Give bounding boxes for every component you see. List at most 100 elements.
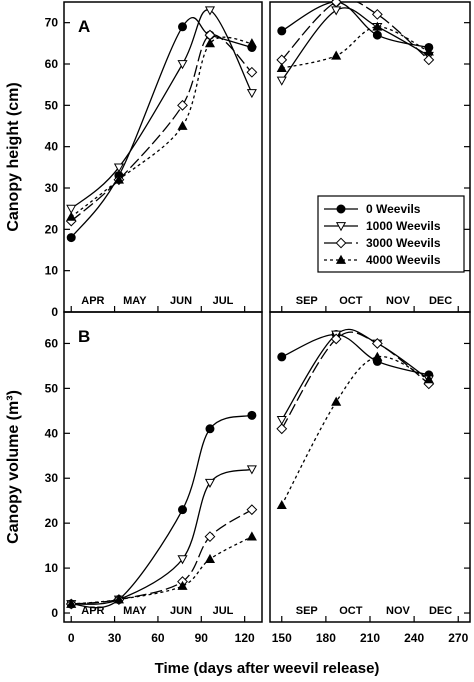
y-axis-label: Canopy volume (m³) xyxy=(5,390,22,544)
data-point xyxy=(177,580,188,590)
legend-label: 4000 Weevils xyxy=(366,253,441,267)
month-label: DEC xyxy=(429,295,452,307)
data-point xyxy=(205,424,215,434)
y-tick-label: 20 xyxy=(45,516,59,530)
data-point xyxy=(66,211,77,221)
data-point xyxy=(178,22,188,32)
data-point xyxy=(204,553,216,563)
series-line xyxy=(281,2,429,49)
series-line xyxy=(281,328,430,421)
data-point xyxy=(177,555,188,565)
x-tick-label: 210 xyxy=(360,631,380,645)
panel-a: 0 10 20 30 40 50 60 70 Canopy height (cm) A APR MAY… xyxy=(5,0,471,319)
data-point xyxy=(113,174,124,184)
x-tick-label: 90 xyxy=(195,631,209,645)
data-point xyxy=(423,374,434,384)
data-point xyxy=(331,6,342,16)
series-line xyxy=(281,355,430,506)
month-label: DEC xyxy=(429,605,452,617)
data-point xyxy=(246,38,257,48)
month-label: MAY xyxy=(123,605,147,617)
month-label: JUL xyxy=(213,295,234,307)
y-tick-label: 30 xyxy=(45,181,59,195)
series-line xyxy=(281,333,429,376)
legend-label: 0 Weevils xyxy=(366,202,421,216)
month-label: MAY xyxy=(123,295,147,307)
data-point xyxy=(330,0,342,8)
data-point xyxy=(246,66,258,78)
panel-letter: B xyxy=(78,327,90,346)
data-point xyxy=(246,504,258,516)
legend-marker xyxy=(335,254,347,264)
data-point xyxy=(177,99,188,111)
y-tick-label: 30 xyxy=(45,471,59,485)
panel-letter: A xyxy=(78,17,90,36)
month-label: OCT xyxy=(339,605,363,617)
month-label: NOV xyxy=(386,295,411,307)
x-tick-label: 30 xyxy=(108,631,122,645)
y-tick-label: 50 xyxy=(45,98,59,112)
month-label: OCT xyxy=(339,295,363,307)
y-tick-label: 60 xyxy=(45,336,59,350)
series-line xyxy=(71,536,253,605)
y-tick-label: 0 xyxy=(51,305,58,319)
series-line xyxy=(281,2,430,61)
y-tick-label: 40 xyxy=(45,426,59,440)
data-point xyxy=(177,120,188,130)
data-point xyxy=(372,21,383,31)
y-tick-label: 10 xyxy=(45,264,59,278)
x-tick-label: 150 xyxy=(272,631,292,645)
data-point xyxy=(331,396,342,406)
legend: 0 Weevils 1000 Weevils 3000 Weevils 4000 We… xyxy=(317,195,465,273)
series-line xyxy=(70,34,253,222)
data-point xyxy=(204,6,216,16)
month-label: JUN xyxy=(170,295,192,307)
month-label: SEP xyxy=(296,295,318,307)
data-point xyxy=(371,8,383,20)
legend-label: 3000 Weevils xyxy=(366,236,441,250)
data-point xyxy=(177,60,188,70)
month-label: JUL xyxy=(213,605,234,617)
month-label: NOV xyxy=(386,605,411,617)
data-point xyxy=(423,46,434,56)
data-point xyxy=(204,38,216,48)
data-point xyxy=(204,478,216,488)
data-point xyxy=(330,333,342,345)
data-point xyxy=(372,30,382,40)
data-point xyxy=(276,415,287,426)
data-point xyxy=(372,351,383,361)
month-label: JUN xyxy=(170,605,192,617)
legend-marker xyxy=(335,237,347,249)
x-tick-label: 240 xyxy=(404,631,424,645)
series-line xyxy=(281,331,430,430)
y-tick-label: 20 xyxy=(45,222,59,236)
data-point xyxy=(246,465,257,475)
data-point xyxy=(113,594,124,604)
series-line xyxy=(71,468,253,605)
series-line xyxy=(70,17,253,238)
data-point xyxy=(247,410,257,420)
data-point xyxy=(113,163,124,173)
data-point xyxy=(371,338,383,349)
y-tick-label: 50 xyxy=(45,381,59,395)
data-point xyxy=(246,531,257,541)
data-point xyxy=(277,26,287,36)
y-tick-label: 40 xyxy=(45,140,59,154)
data-point xyxy=(204,531,216,543)
y-tick-label: 0 xyxy=(51,606,58,620)
plot-frame-right xyxy=(269,311,471,623)
data-point xyxy=(66,204,77,214)
data-point xyxy=(276,62,287,72)
y-tick-label: 10 xyxy=(45,561,59,575)
series-line xyxy=(71,414,253,609)
x-axis-label: Time (days after weevil release) xyxy=(155,660,380,677)
data-point xyxy=(277,352,287,362)
series-line xyxy=(71,509,253,605)
x-tick-label: 60 xyxy=(151,631,165,645)
y-tick-label: 70 xyxy=(45,16,59,30)
series-line xyxy=(281,7,430,81)
legend-marker xyxy=(336,204,346,214)
data-point xyxy=(276,76,287,86)
